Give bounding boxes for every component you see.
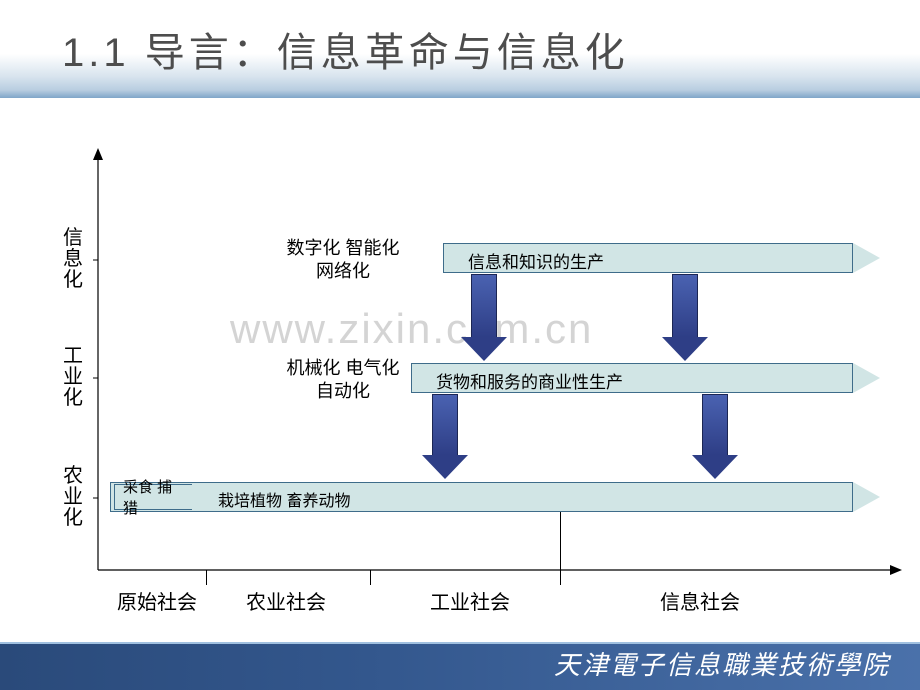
desc-info-line2: 网络化: [316, 261, 370, 281]
ylabel-industry: 工业化: [62, 346, 84, 409]
bar-info-arrow: [853, 243, 880, 273]
xlabel-agri: 农业社会: [226, 586, 346, 615]
footer-text: 天津電子信息職業技術學院: [554, 645, 890, 682]
desc-industry: 机械化 电气化 自动化: [258, 357, 428, 402]
desc-industry-line1: 机械化 电气化: [286, 358, 399, 378]
desc-info: 数字化 智能化 网络化: [258, 237, 428, 282]
arrow-info-to-industry-2-head: [662, 337, 708, 361]
arrow-industry-to-agri-1: [432, 394, 458, 456]
xlabel-primitive: 原始社会: [108, 586, 206, 615]
xgrid-3: [560, 512, 561, 585]
ylabel-info: 信息化: [62, 228, 84, 291]
arrow-industry-to-agri-2-head: [692, 455, 738, 479]
arrow-info-to-industry-1: [471, 274, 497, 338]
arrow-info-to-industry-2: [672, 274, 698, 338]
arrow-industry-to-agri-2: [702, 394, 728, 456]
tag-hunting-arrow: [192, 484, 210, 510]
desc-info-line1: 数字化 智能化: [286, 238, 399, 258]
desc-industry-line2: 自动化: [316, 381, 370, 401]
tag-hunting: 采食 捕猎: [114, 484, 192, 510]
xgrid-2: [370, 570, 371, 585]
xgrid-1: [206, 570, 207, 585]
bar-agri-arrow: [853, 482, 880, 512]
bar-industry-arrow: [853, 363, 880, 393]
tag-cultivate: 栽培植物 畜养动物: [218, 487, 350, 511]
xlabel-industry: 工业社会: [400, 586, 540, 615]
bar-industry-label: 货物和服务的商业性生产: [436, 368, 623, 393]
ylabel-agri: 农业化: [62, 466, 84, 529]
arrow-industry-to-agri-1-head: [422, 455, 468, 479]
xlabel-info: 信息社会: [620, 586, 780, 615]
slide: 1.1 导言：信息革命与信息化 www.zixin.com.cn 信息化 工业化…: [0, 0, 920, 690]
bar-info-label: 信息和知识的生产: [468, 248, 604, 273]
arrow-info-to-industry-1-head: [461, 337, 507, 361]
